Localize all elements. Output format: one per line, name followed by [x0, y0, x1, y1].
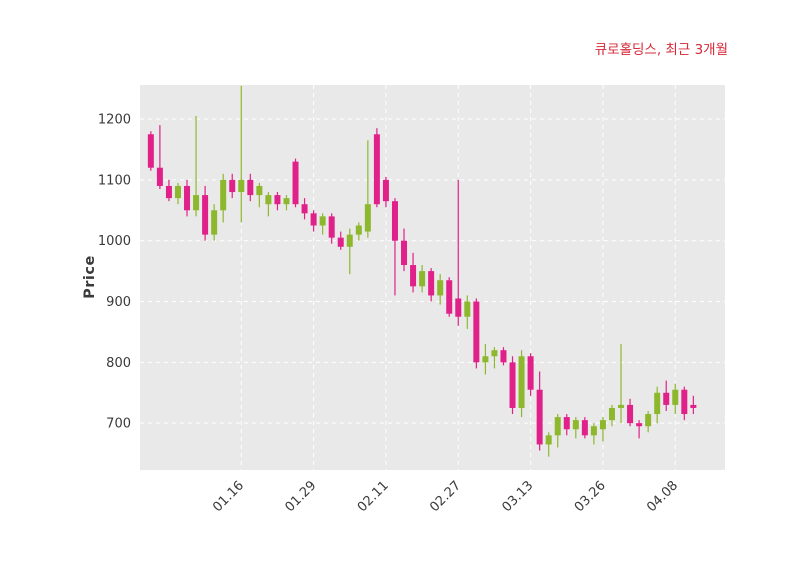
- candle-body: [165, 185, 172, 199]
- y-tick-label: 800: [106, 356, 131, 371]
- candle-body: [618, 404, 625, 408]
- candle-body: [464, 301, 471, 317]
- chart-title: 큐로홀딩스, 최근 3개월: [594, 42, 728, 58]
- candle-body: [292, 161, 299, 205]
- candle-body: [193, 195, 200, 211]
- candle-body: [283, 198, 290, 205]
- candle-body: [156, 167, 163, 186]
- candle-body: [256, 185, 263, 196]
- x-tick-label: 04.08: [644, 478, 681, 515]
- candle-body: [328, 216, 335, 238]
- candle-body: [229, 179, 236, 193]
- candle-body: [373, 134, 380, 205]
- candle-body: [428, 271, 435, 296]
- candle-body: [346, 234, 353, 247]
- candle-body: [355, 225, 362, 235]
- candle-body: [319, 216, 326, 226]
- x-tick-label: 02.11: [355, 478, 392, 515]
- candle-body: [563, 417, 570, 430]
- candle-body: [500, 350, 507, 363]
- candle-body: [599, 420, 606, 430]
- x-tick-label: 01.16: [210, 478, 247, 515]
- candle-body: [690, 404, 697, 408]
- candle-body: [581, 420, 588, 436]
- candle-body: [184, 185, 191, 211]
- candle-body: [491, 350, 498, 357]
- y-tick-label: 900: [106, 295, 131, 310]
- y-tick-label: 1000: [98, 234, 131, 249]
- candle-body: [220, 179, 227, 211]
- candle-body: [545, 435, 552, 445]
- candle-body: [590, 426, 597, 436]
- candle-body: [645, 414, 652, 427]
- x-tick-label: 03.26: [572, 478, 609, 515]
- candle-body: [437, 280, 444, 296]
- candle-body: [211, 210, 218, 235]
- candle-body: [636, 423, 643, 427]
- candle-body: [536, 389, 543, 445]
- candle-body: [382, 179, 389, 202]
- candle-body: [663, 392, 670, 405]
- candle-body: [265, 195, 272, 205]
- candle-body: [174, 185, 181, 199]
- candle-body: [410, 265, 417, 287]
- candle-body: [554, 417, 561, 436]
- candle-body: [247, 179, 254, 196]
- candle-body: [419, 271, 426, 287]
- candle-body: [446, 280, 453, 314]
- y-tick-label: 700: [106, 417, 131, 432]
- x-tick-label: 01.29: [283, 478, 320, 515]
- y-tick-label: 1200: [98, 113, 131, 128]
- candle-body: [301, 204, 308, 214]
- candle-body: [681, 389, 688, 415]
- candle-body: [455, 298, 462, 317]
- candle-body: [202, 195, 209, 235]
- candle-body: [672, 389, 679, 405]
- candle-body: [401, 240, 408, 266]
- candle-body: [482, 356, 489, 363]
- y-tick-label: 1100: [98, 173, 131, 188]
- candle-body: [572, 420, 579, 430]
- candle-body: [527, 356, 534, 390]
- x-tick-label: 03.13: [500, 478, 537, 515]
- candle-body: [518, 356, 525, 408]
- candle-body: [364, 204, 371, 232]
- candle-body: [473, 301, 480, 363]
- candle-body: [274, 195, 281, 205]
- candle-body: [608, 407, 615, 421]
- candle-body: [310, 213, 317, 226]
- candle-body: [337, 237, 344, 247]
- x-tick-label: 02.27: [427, 478, 464, 515]
- candle-body: [238, 179, 245, 193]
- candle-body: [391, 201, 398, 241]
- candle-body: [509, 362, 516, 408]
- candle-body: [627, 404, 634, 424]
- candle-body: [654, 392, 661, 415]
- candle-body: [147, 134, 154, 168]
